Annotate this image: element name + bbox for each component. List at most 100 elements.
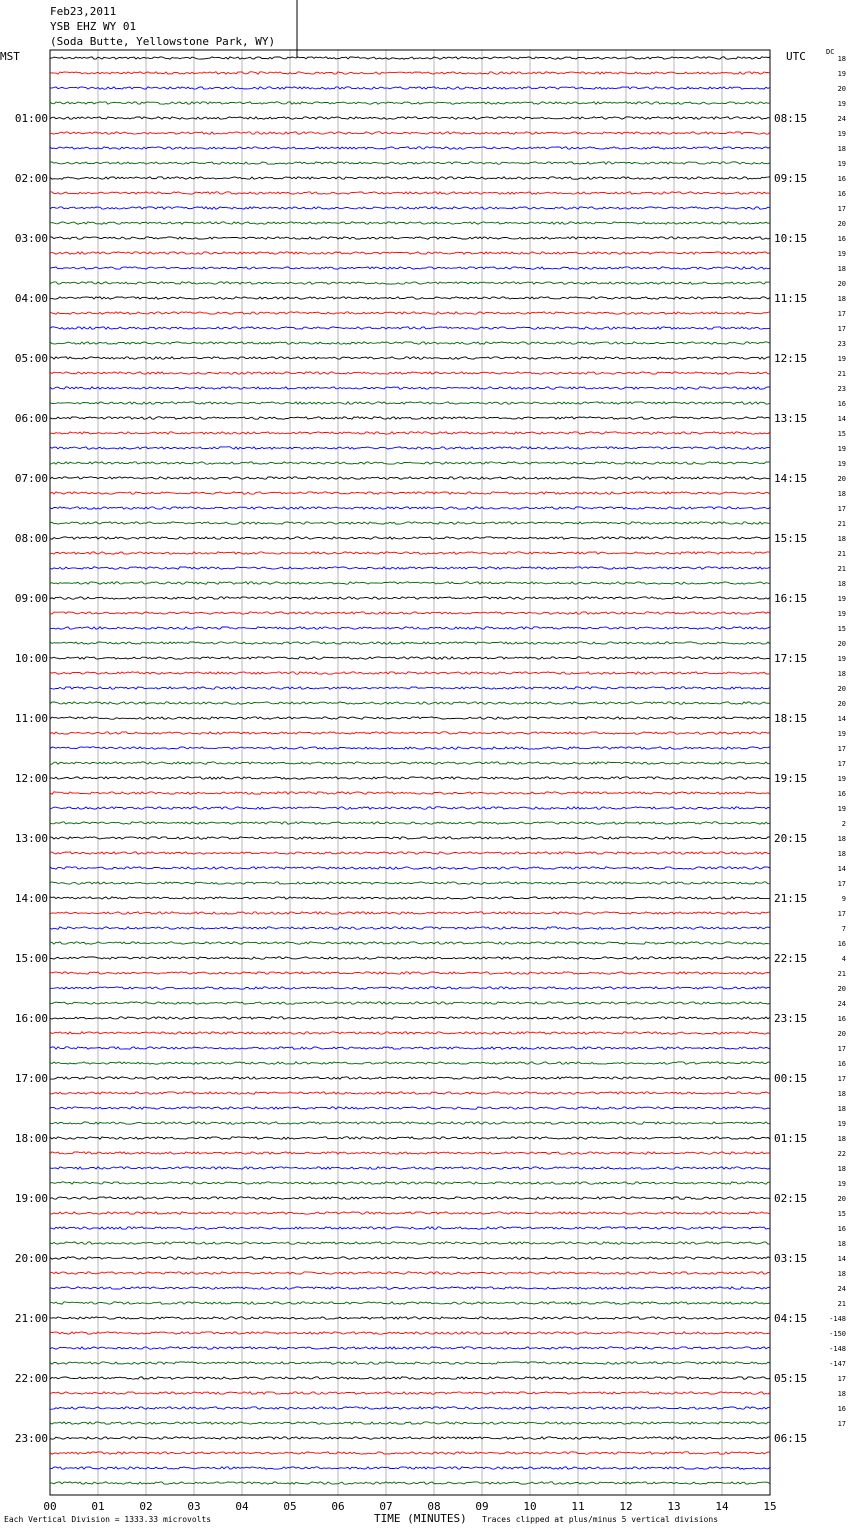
dc-offset-value: -147 [829, 1360, 846, 1368]
dc-offset-value: 14 [838, 715, 846, 723]
dc-offset-value: 21 [838, 550, 846, 558]
seismic-trace [49, 1286, 771, 1290]
dc-offset-value: 17 [838, 1075, 846, 1083]
seismic-trace [49, 1211, 771, 1215]
dc-offset-value: 18 [838, 55, 846, 63]
dc-offset-value: 18 [838, 1105, 846, 1113]
seismic-trace [49, 311, 771, 315]
dc-offset-value: 21 [838, 1300, 846, 1308]
dc-offset-value: 17 [838, 325, 846, 333]
dc-offset-value: 15 [838, 1210, 846, 1218]
seismic-trace [49, 491, 771, 495]
seismic-trace [49, 596, 771, 600]
x-tick-label: 09 [475, 1500, 488, 1513]
x-tick-label: 02 [139, 1500, 152, 1513]
dc-offset-value: 19 [838, 730, 846, 738]
seismic-trace [49, 611, 771, 615]
right-hour-label: 00:15 [774, 1072, 807, 1085]
right-hour-label: 17:15 [774, 652, 807, 665]
left-hour-label: 09:00 [15, 592, 48, 605]
seismic-trace [49, 146, 771, 150]
plot-frame [49, 49, 771, 1496]
dc-offset-value: 20 [838, 685, 846, 693]
seismic-trace [49, 626, 771, 630]
seismic-trace [49, 401, 771, 405]
dc-offset-value: 16 [838, 190, 846, 198]
seismic-trace [50, 761, 771, 765]
dc-offset-value: 15 [838, 625, 846, 633]
seismic-trace [49, 266, 771, 270]
left-hour-label: 23:00 [15, 1432, 48, 1445]
left-hour-label: 15:00 [15, 952, 48, 965]
seismic-trace [49, 1271, 771, 1275]
seismic-trace [50, 1481, 771, 1485]
seismic-trace [49, 641, 771, 645]
seismic-trace [49, 386, 771, 390]
right-hour-label: 04:15 [774, 1312, 807, 1325]
seismic-trace [49, 701, 771, 705]
left-hour-label: 17:00 [15, 1072, 48, 1085]
x-tick-label: 03 [187, 1500, 200, 1513]
seismic-trace [49, 731, 771, 735]
dc-offset-value: 18 [838, 850, 846, 858]
x-tick-label: 14 [715, 1500, 729, 1513]
left-timezone-label: MST [0, 50, 20, 63]
left-hour-label: 20:00 [15, 1252, 48, 1265]
x-tick-label: 07 [379, 1500, 392, 1513]
dc-offset-value: 20 [838, 985, 846, 993]
seismic-trace [49, 806, 771, 810]
seismic-trace [49, 56, 771, 60]
right-hour-label: 11:15 [774, 292, 807, 305]
x-tick-label: 05 [283, 1500, 296, 1513]
x-tick-label: 13 [667, 1500, 680, 1513]
dc-offset-value: 16 [838, 1225, 846, 1233]
dc-offset-value: 9 [842, 895, 846, 903]
right-hour-label: 14:15 [774, 472, 807, 485]
seismic-trace [49, 1346, 771, 1350]
seismic-trace [49, 881, 771, 885]
dc-offset-value: 16 [838, 1060, 846, 1068]
dc-offset-value: 19 [838, 1120, 846, 1128]
dc-offset-value: 20 [838, 280, 846, 288]
seismic-trace [49, 296, 771, 300]
dc-offset-value: 18 [838, 580, 846, 588]
plot-header: Feb23,2011 YSB EHZ WY 01 (Soda Butte, Yell… [50, 4, 275, 49]
dc-offset-value: 18 [838, 1090, 846, 1098]
dc-offset-value: 18 [838, 265, 846, 273]
left-hour-label: 16:00 [15, 1012, 48, 1025]
dc-offset-value: 19 [838, 160, 846, 168]
seismic-trace [49, 131, 771, 135]
dc-offset-value: 19 [838, 130, 846, 138]
dc-offset-value: 18 [838, 1390, 846, 1398]
x-tick-label: 08 [427, 1500, 440, 1513]
dc-offset-value: 20 [838, 700, 846, 708]
dc-offset-value: 19 [838, 445, 846, 453]
dc-offset-value: 18 [838, 490, 846, 498]
seismic-trace [49, 716, 771, 720]
seismic-trace [49, 746, 771, 750]
seismic-trace [49, 371, 771, 375]
right-hour-label: 01:15 [774, 1132, 807, 1145]
dc-offset-value: 15 [838, 430, 846, 438]
seismic-trace [49, 521, 771, 525]
dc-offset-value: 16 [838, 235, 846, 243]
dc-offset-value: 18 [838, 1165, 846, 1173]
dc-offset-value: 19 [838, 355, 846, 363]
x-tick-label: 10 [523, 1500, 536, 1513]
seismic-trace [49, 941, 771, 945]
seismic-trace [49, 896, 771, 900]
seismic-trace [49, 1091, 771, 1095]
dc-offset-value: 14 [838, 1255, 846, 1263]
x-tick-label: 12 [619, 1500, 632, 1513]
dc-offset-value: 24 [838, 1285, 846, 1293]
seismic-trace [49, 101, 771, 105]
seismic-trace [49, 1376, 771, 1380]
seismic-trace [49, 536, 771, 540]
seismic-trace [49, 1316, 770, 1320]
dc-offset-value: 18 [838, 535, 846, 543]
dc-offset-value: 18 [838, 295, 846, 303]
seismic-trace [49, 1031, 771, 1035]
left-hour-label: 11:00 [15, 712, 48, 725]
seismic-trace [49, 821, 771, 825]
